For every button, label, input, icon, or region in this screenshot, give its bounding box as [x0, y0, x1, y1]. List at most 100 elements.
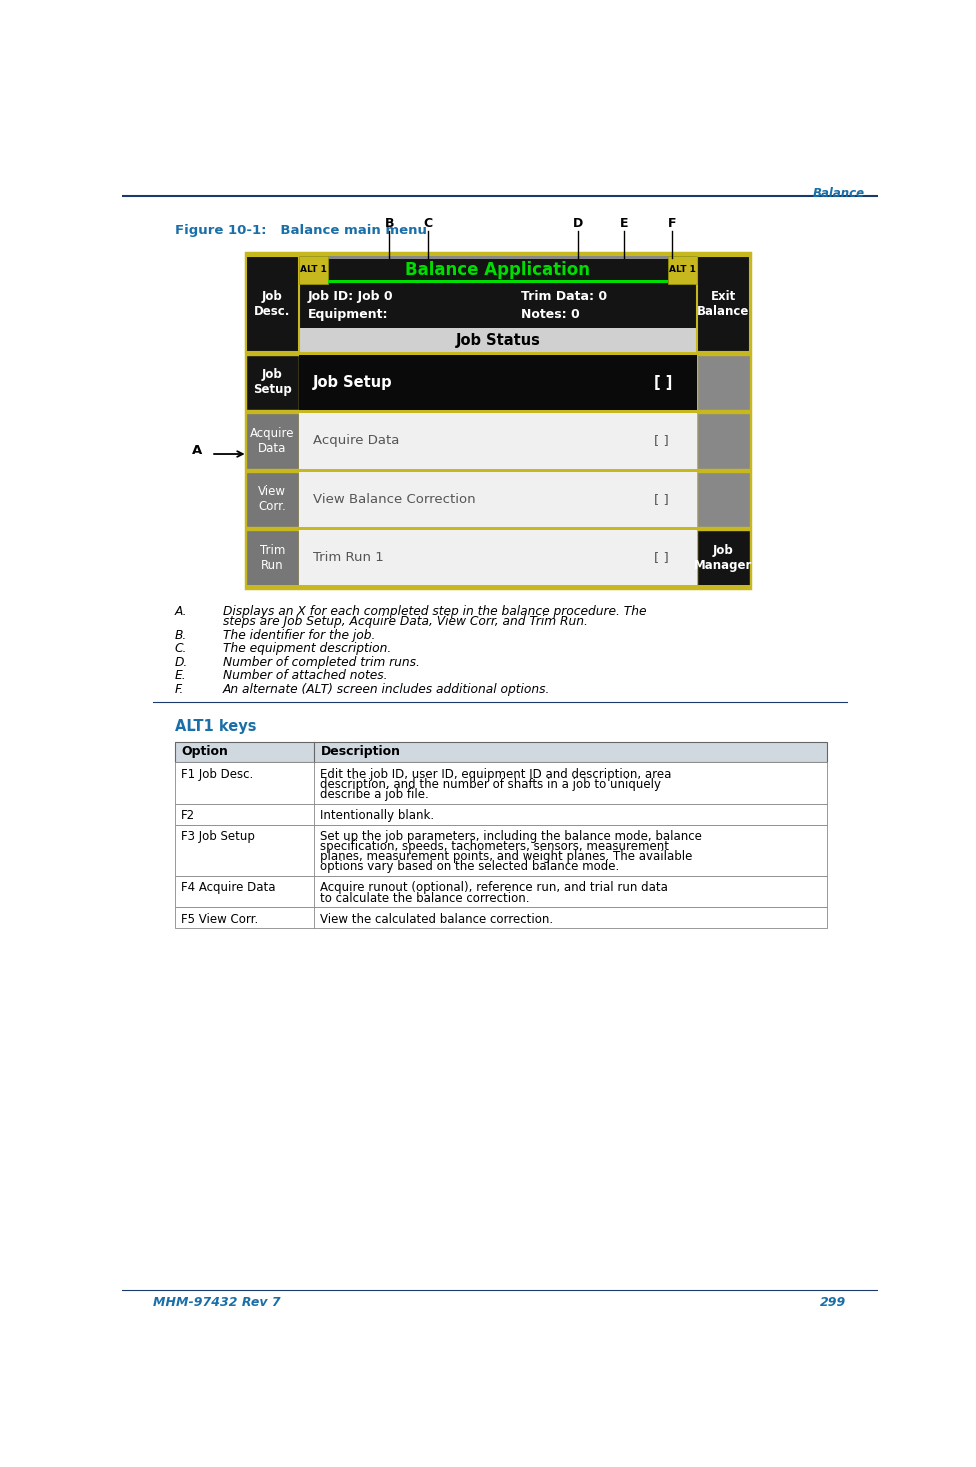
Text: Job
Setup: Job Setup	[253, 368, 292, 396]
Text: F.: F.	[175, 682, 183, 695]
Text: An alternate (ALT) screen includes additional options.: An alternate (ALT) screen includes addit…	[223, 682, 550, 695]
Text: specification, speeds, tachometers, sensors, measurement: specification, speeds, tachometers, sens…	[320, 841, 670, 854]
Text: F3 Job Setup: F3 Job Setup	[181, 830, 255, 844]
Text: A.: A.	[175, 604, 187, 618]
Text: View the calculated balance correction.: View the calculated balance correction.	[320, 912, 553, 926]
Text: Number of attached notes.: Number of attached notes.	[223, 669, 387, 682]
Text: Notes: 0: Notes: 0	[521, 308, 580, 321]
Bar	[246, 468, 750, 472]
Text: ALT1 keys: ALT1 keys	[175, 719, 256, 735]
Text: Balance Application: Balance Application	[405, 261, 590, 279]
Text: B.: B.	[175, 629, 187, 641]
Text: B: B	[385, 217, 394, 230]
Text: options vary based on the selected balance mode.: options vary based on the selected balan…	[320, 861, 620, 873]
Bar	[697, 414, 750, 468]
Bar	[175, 907, 828, 929]
Bar	[299, 530, 697, 585]
Bar	[299, 329, 697, 352]
Bar	[175, 763, 828, 804]
Text: planes, measurement points, and weight planes. The available: planes, measurement points, and weight p…	[320, 851, 693, 863]
Text: F: F	[668, 217, 676, 230]
Text: Set up the job parameters, including the balance mode, balance: Set up the job parameters, including the…	[320, 830, 703, 844]
Text: Displays an X for each completed step in the balance procedure. The: Displays an X for each completed step in…	[223, 604, 646, 618]
Text: F4 Acquire Data: F4 Acquire Data	[181, 882, 275, 895]
Text: F1 Job Desc.: F1 Job Desc.	[181, 767, 253, 780]
Bar	[299, 355, 697, 411]
Text: Option: Option	[181, 745, 227, 758]
Bar	[246, 527, 750, 530]
Bar	[697, 355, 750, 411]
Text: View
Corr.: View Corr.	[259, 486, 286, 513]
Text: [ ]: [ ]	[655, 434, 670, 447]
Bar	[246, 414, 299, 468]
Text: Trim Data: 0: Trim Data: 0	[521, 289, 607, 302]
Bar	[175, 804, 828, 824]
Bar	[246, 530, 299, 585]
Bar	[246, 257, 750, 283]
Text: ALT 1: ALT 1	[300, 266, 327, 274]
Text: [ ]: [ ]	[655, 493, 670, 506]
Text: Trim Run 1: Trim Run 1	[312, 552, 384, 565]
Text: F2: F2	[181, 810, 195, 822]
Text: The equipment description.: The equipment description.	[223, 643, 391, 656]
Bar	[299, 257, 697, 260]
Bar	[246, 355, 299, 411]
Bar	[246, 472, 299, 527]
Text: D: D	[573, 217, 583, 230]
Text: A: A	[191, 443, 202, 456]
Bar	[328, 280, 668, 283]
Text: Job
Desc.: Job Desc.	[254, 290, 291, 318]
Bar	[299, 414, 697, 468]
Text: Equipment:: Equipment:	[308, 308, 388, 321]
Text: [ ]: [ ]	[655, 552, 670, 565]
Text: The identifier for the job.: The identifier for the job.	[223, 629, 375, 641]
Text: 299: 299	[821, 1297, 846, 1310]
Text: Acquire Data: Acquire Data	[312, 434, 399, 447]
Text: Job ID: Job 0: Job ID: Job 0	[308, 289, 393, 302]
Text: Exit
Balance: Exit Balance	[697, 290, 750, 318]
Text: ALT 1: ALT 1	[669, 266, 696, 274]
Text: Acquire runout (optional), reference run, and trial run data: Acquire runout (optional), reference run…	[320, 882, 669, 895]
Bar	[668, 257, 697, 283]
Bar	[175, 876, 828, 907]
Text: Intentionally blank.: Intentionally blank.	[320, 810, 434, 822]
Text: Balance: Balance	[812, 186, 865, 200]
Bar	[175, 742, 828, 763]
Text: description, and the number of shafts in a job to uniquely: description, and the number of shafts in…	[320, 778, 662, 791]
Text: Trim
Run: Trim Run	[260, 544, 285, 572]
Bar	[697, 530, 750, 585]
Bar	[175, 824, 828, 876]
Text: [ ]: [ ]	[655, 376, 672, 390]
Text: View Balance Correction: View Balance Correction	[312, 493, 475, 506]
Text: to calculate the balance correction.: to calculate the balance correction.	[320, 892, 530, 905]
Text: steps are Job Setup, Acquire Data, View Corr, and Trim Run.: steps are Job Setup, Acquire Data, View …	[223, 615, 588, 628]
Text: Job Setup: Job Setup	[312, 376, 392, 390]
Bar	[246, 252, 750, 588]
Bar	[246, 257, 299, 352]
Bar	[246, 411, 750, 414]
Bar	[246, 352, 750, 355]
Text: E: E	[620, 217, 629, 230]
Text: Job Status: Job Status	[456, 333, 541, 348]
Bar	[697, 472, 750, 527]
Text: Number of completed trim runs.: Number of completed trim runs.	[223, 656, 420, 669]
Text: C: C	[424, 217, 432, 230]
Text: F5 View Corr.: F5 View Corr.	[181, 912, 258, 926]
Bar	[246, 585, 750, 588]
Text: C.: C.	[175, 643, 187, 656]
Bar	[299, 283, 697, 329]
Text: MHM-97432 Rev 7: MHM-97432 Rev 7	[153, 1297, 281, 1310]
Bar	[299, 257, 328, 283]
Text: Edit the job ID, user ID, equipment ID and description, area: Edit the job ID, user ID, equipment ID a…	[320, 767, 671, 780]
Text: Job
Manager: Job Manager	[694, 544, 752, 572]
Text: Acquire
Data: Acquire Data	[250, 427, 295, 455]
Text: D.: D.	[175, 656, 188, 669]
Bar	[299, 472, 697, 527]
Bar	[697, 257, 750, 352]
Text: E.: E.	[175, 669, 186, 682]
Text: Figure 10-1:   Balance main menu: Figure 10-1: Balance main menu	[175, 224, 427, 236]
Bar	[246, 252, 750, 257]
Text: Description: Description	[320, 745, 400, 758]
Bar	[246, 585, 750, 588]
Text: describe a job file.: describe a job file.	[320, 788, 429, 801]
